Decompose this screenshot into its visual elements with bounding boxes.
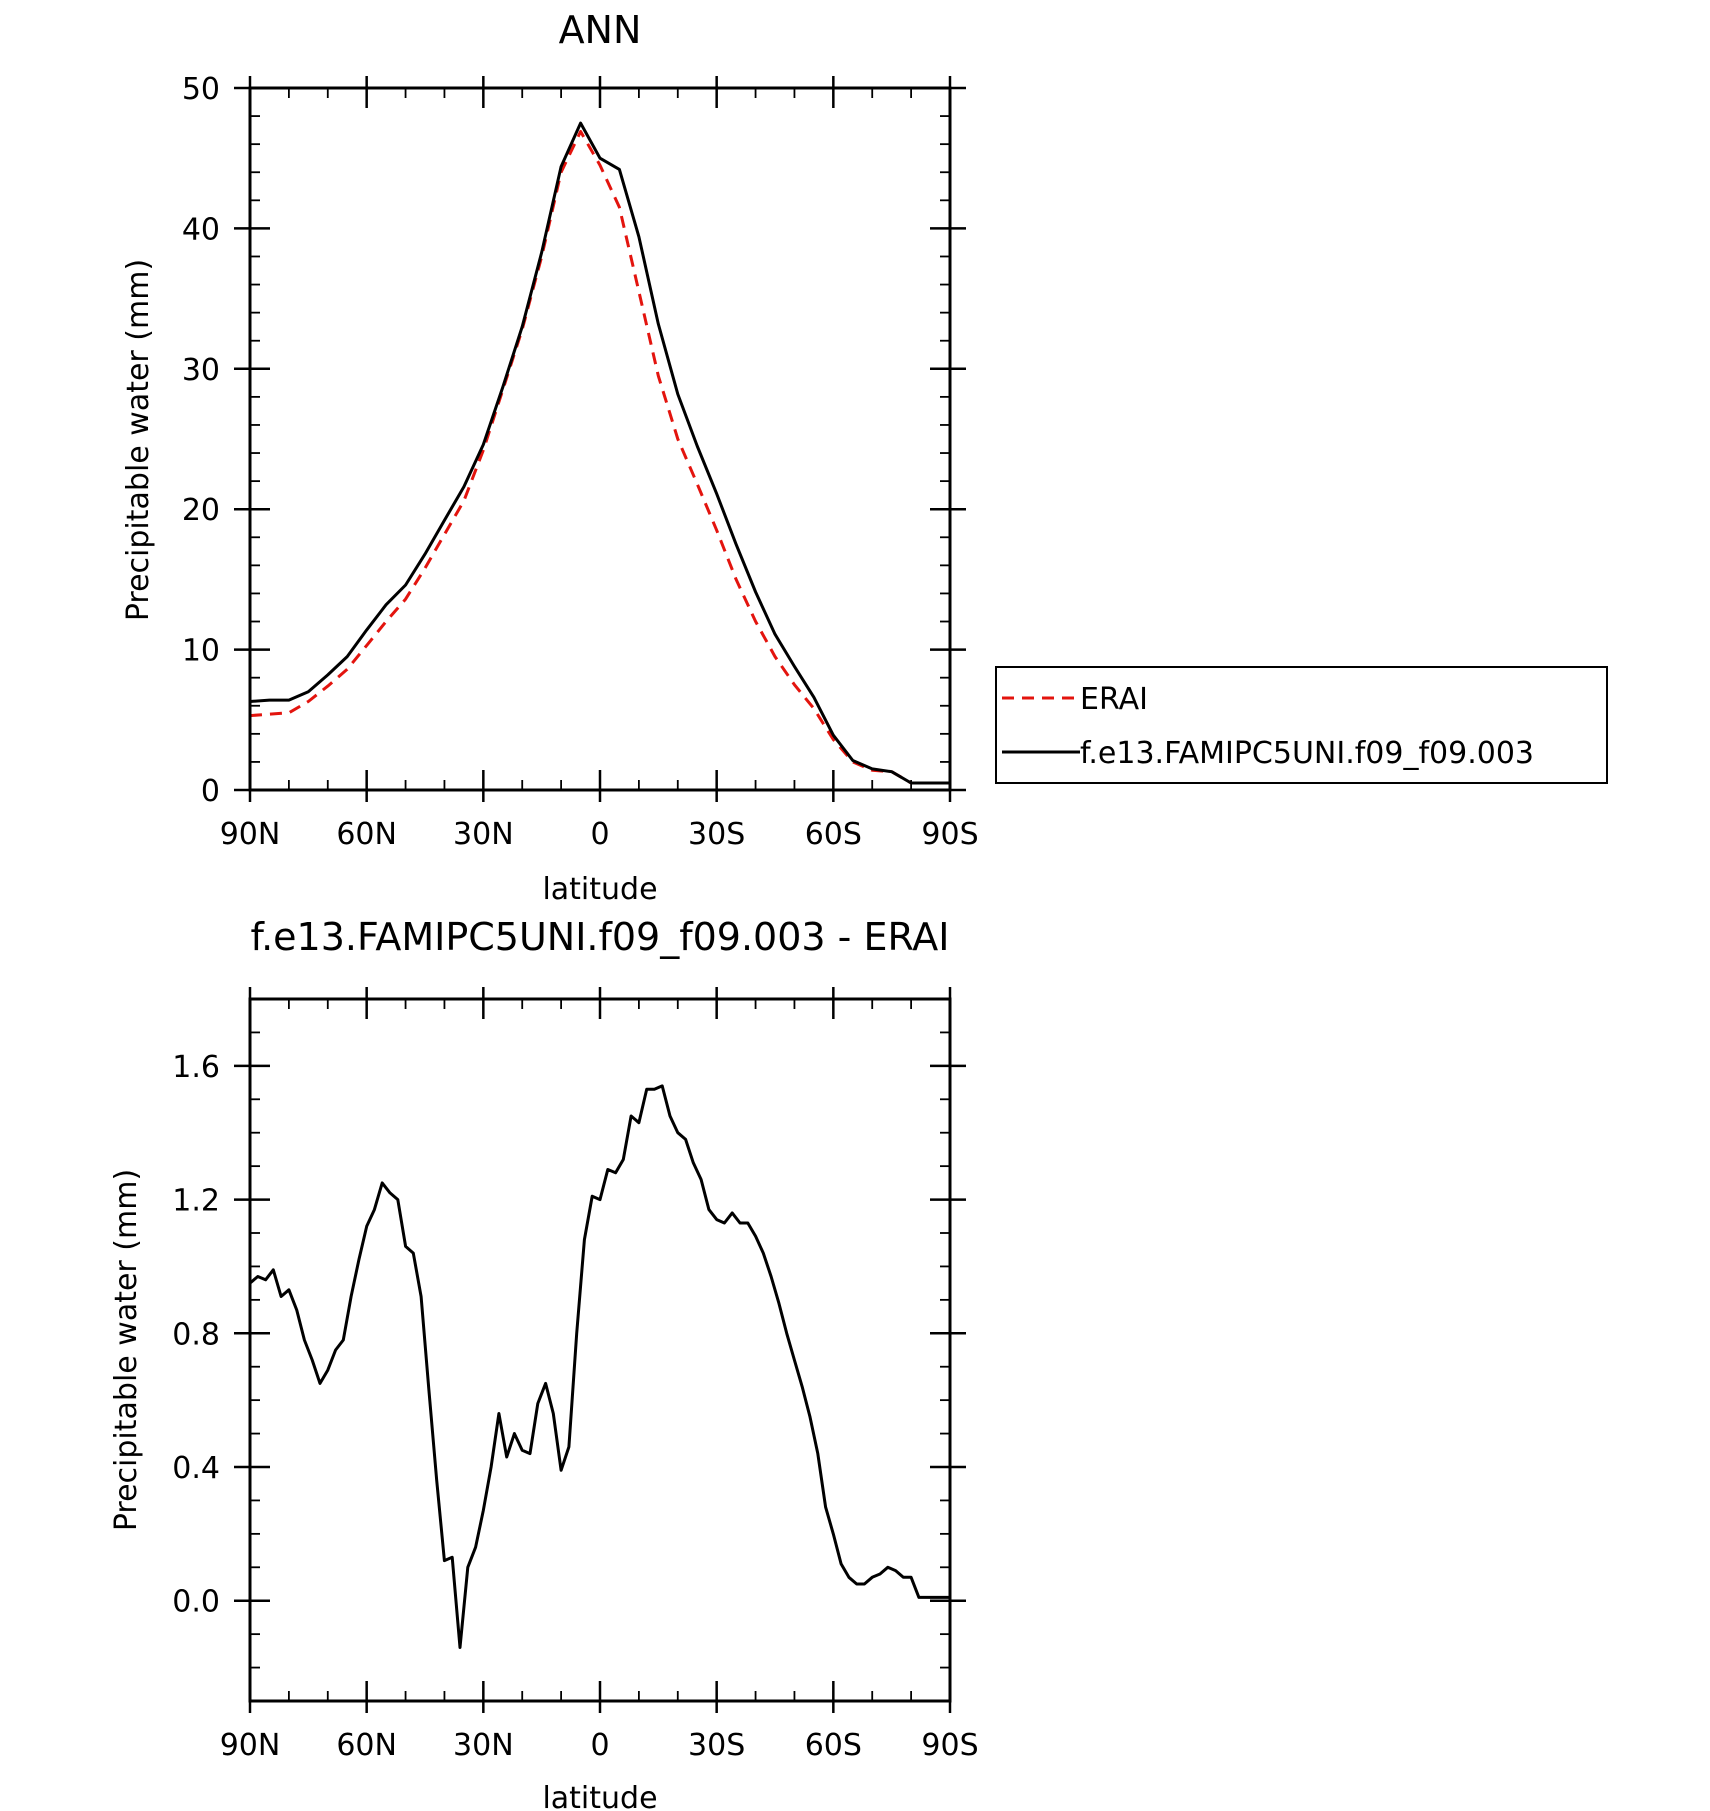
bottom-chart-title: f.e13.FAMIPC5UNI.f09_f09.003 - ERAI bbox=[250, 915, 949, 959]
bottom-y-tick-label: 0.8 bbox=[172, 1317, 220, 1352]
bottom-x-tick-label: 60N bbox=[336, 1728, 397, 1763]
bottom-axis-ticks: 90N 60N 30N 0 30S 60S 90S 0.0 0.4 0.8 1.2 1.6 bbox=[172, 987, 979, 1763]
top-yaxis-label: Precipitable water (mm) bbox=[121, 259, 156, 621]
bottom-series-line-difference bbox=[249, 1084, 950, 1649]
legend-label-erai: ERAI bbox=[1080, 682, 1148, 717]
top-x-tick-label: 0 bbox=[590, 817, 609, 852]
top-y-tick-label: 20 bbox=[182, 493, 220, 528]
legend-box bbox=[995, 666, 1608, 784]
top-axis-ticks: 90N 60N 30N 0 30S 60S 90S 0 10 20 30 40 50 bbox=[182, 72, 979, 852]
bottom-y-tick-label: 1.2 bbox=[172, 1184, 220, 1219]
top-x-tick-label: 30S bbox=[688, 817, 745, 852]
bottom-y-tick-label: 0.4 bbox=[172, 1451, 220, 1486]
top-xaxis-label: latitude bbox=[542, 872, 657, 907]
top-y-tick-label: 30 bbox=[182, 353, 220, 388]
bottom-x-tick-label: 0 bbox=[590, 1728, 609, 1763]
top-y-tick-label: 10 bbox=[182, 634, 220, 669]
top-series-line-erai bbox=[249, 130, 950, 785]
top-plot-frame bbox=[248, 86, 952, 792]
bottom-x-tick-label: 90N bbox=[220, 1728, 281, 1763]
bottom-plot-frame bbox=[248, 997, 952, 1703]
bottom-xaxis-label: latitude bbox=[542, 1781, 657, 1811]
legend: ERAI f.e13.FAMIPC5UNI.f09_f09.003 bbox=[995, 666, 1608, 784]
bottom-yaxis-label: Precipitable water (mm) bbox=[109, 1169, 144, 1531]
top-y-tick-label: 0 bbox=[201, 774, 220, 809]
top-y-tick-label: 40 bbox=[182, 212, 220, 247]
legend-label-model: f.e13.FAMIPC5UNI.f09_f09.003 bbox=[1080, 736, 1534, 771]
bottom-panel: f.e13.FAMIPC5UNI.f09_f09.003 - ERAI 90N 6… bbox=[109, 915, 979, 1811]
top-series-line-f-e13-famipc5uni-f09-f09-003 bbox=[249, 121, 950, 785]
bottom-x-tick-label: 30S bbox=[688, 1728, 745, 1763]
bottom-x-tick-label: 90S bbox=[921, 1728, 978, 1763]
top-x-tick-label: 60S bbox=[805, 817, 862, 852]
top-y-tick-label: 50 bbox=[182, 72, 220, 107]
bottom-x-tick-label: 30N bbox=[453, 1728, 514, 1763]
bottom-y-tick-label: 1.6 bbox=[172, 1050, 220, 1085]
top-chart-title: ANN bbox=[559, 8, 642, 52]
top-x-tick-label: 30N bbox=[453, 817, 514, 852]
bottom-y-tick-label: 0.0 bbox=[172, 1585, 220, 1620]
bottom-series-lines bbox=[249, 1084, 950, 1649]
top-x-tick-label: 90N bbox=[220, 817, 281, 852]
top-minor-ticks bbox=[249, 87, 951, 791]
top-x-tick-label: 90S bbox=[921, 817, 978, 852]
top-x-tick-label: 60N bbox=[336, 817, 397, 852]
bottom-x-tick-label: 60S bbox=[805, 1728, 862, 1763]
bottom-minor-ticks bbox=[249, 998, 951, 1702]
top-panel: ANN 90N 60N 30N 0 30S 60S 90S 0 10 20 30 40 50 latit… bbox=[121, 8, 1608, 907]
top-series-lines bbox=[249, 121, 950, 785]
